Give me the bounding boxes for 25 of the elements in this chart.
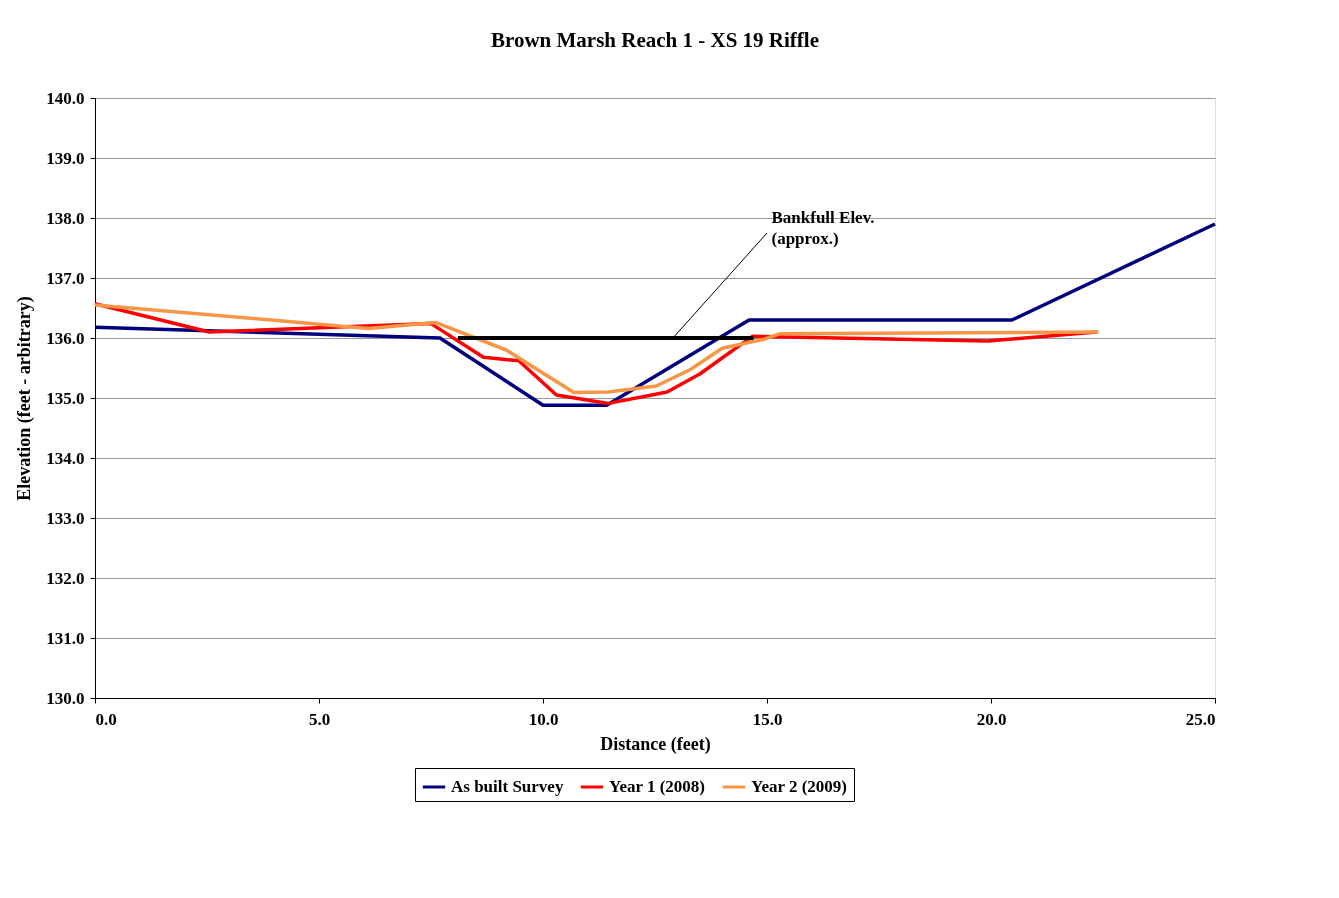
legend-label: Year 2 (2009) [751, 777, 847, 796]
y-tick-label: 138.0 [46, 208, 85, 228]
x-tick-label: 5.0 [308, 709, 331, 729]
x-tick-label: 15.0 [752, 709, 783, 729]
y-tick-label: 140.0 [46, 88, 85, 108]
y-tick-label: 134.0 [46, 448, 85, 468]
legend-label: Year 1 (2008) [609, 777, 705, 796]
x-axis-title: Distance (feet) [600, 733, 711, 755]
chart-title: Brown Marsh Reach 1 - XS 19 Riffle [490, 28, 820, 52]
y-tick-label: 139.0 [46, 148, 85, 168]
x-tick-label: 20.0 [976, 709, 1007, 729]
y-tick-label: 136.0 [46, 328, 85, 348]
y-tick-label: 132.0 [46, 568, 85, 588]
legend-label: As built Survey [451, 777, 564, 796]
x-tick-label: 10.0 [528, 709, 559, 729]
y-tick-label: 133.0 [46, 508, 85, 528]
y-axis-title: Elevation (feet - arbitrary) [14, 296, 36, 501]
x-tick-label: 0.0 [95, 709, 117, 729]
annotation: Bankfull Elev. (approx.) [771, 208, 875, 248]
y-tick-label: 130.0 [46, 688, 85, 708]
x-tick-label: 25.0 [1185, 709, 1216, 729]
y-tick-label: 137.0 [46, 268, 85, 288]
line-series [93, 222, 1217, 407]
y-tick-label: 131.0 [46, 628, 85, 648]
y-tick-label: 135.0 [46, 388, 85, 408]
